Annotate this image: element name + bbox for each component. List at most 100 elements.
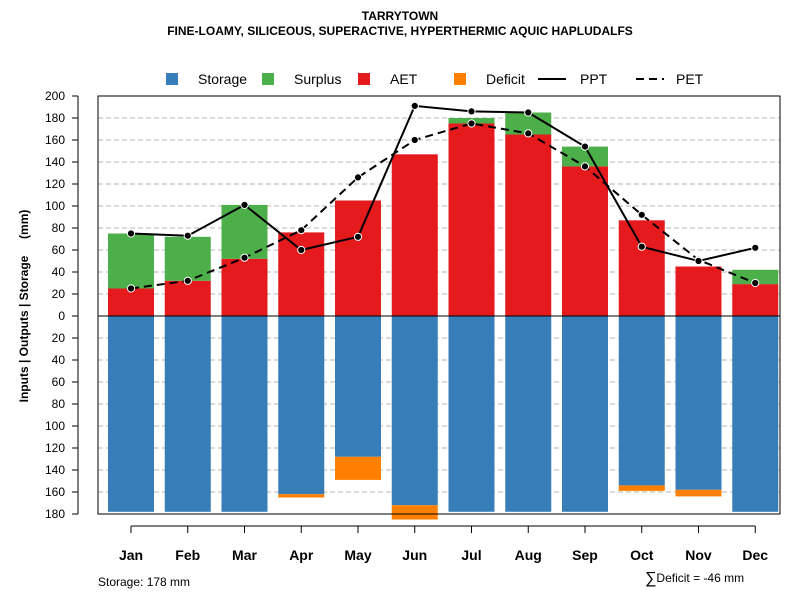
- ppt-point: [524, 108, 533, 117]
- y-axis-label: Inputs | Outputs | Storage (mm): [17, 210, 31, 403]
- pet-point: [637, 210, 646, 219]
- y-tick-label: 180: [45, 111, 65, 125]
- y-tick-label: 100: [45, 199, 65, 213]
- y-tick-label: 80: [52, 221, 66, 235]
- y-tick-label: 20: [52, 331, 66, 345]
- x-tick-label: Aug: [515, 547, 542, 563]
- x-tick-label: Jun: [402, 547, 427, 563]
- deficit-bar: [335, 456, 381, 480]
- legend-label: Deficit: [486, 71, 525, 87]
- aet-bar: [618, 220, 665, 316]
- aet-bar: [164, 280, 211, 316]
- y-tick-label: 60: [52, 375, 66, 389]
- y-tick-label: 0: [58, 309, 65, 323]
- y-tick-label: 180: [45, 507, 65, 521]
- ppt-point: [467, 107, 476, 116]
- y-tick-label: 80: [52, 397, 66, 411]
- aet-bar: [335, 200, 381, 316]
- surplus-bar: [732, 269, 779, 285]
- aet-bar: [505, 134, 552, 316]
- pet-point: [126, 284, 136, 293]
- deficit-bar: [391, 505, 438, 520]
- storage-bar: [164, 316, 211, 512]
- pet-point: [240, 253, 249, 262]
- storage-bar: [108, 316, 154, 512]
- legend-swatch: [262, 73, 274, 85]
- total-deficit-value: Deficit = -46 mm: [656, 571, 745, 585]
- aet-bar: [391, 154, 438, 316]
- surplus-bar: [164, 236, 211, 281]
- y-tick-label: 40: [52, 265, 66, 279]
- surplus-bar: [562, 146, 608, 167]
- ppt-point: [353, 232, 363, 241]
- ppt-point: [126, 229, 136, 238]
- ppt-point: [751, 243, 760, 252]
- aet-bar: [221, 258, 268, 316]
- x-tick-label: Apr: [289, 547, 314, 563]
- aet-bar: [562, 166, 608, 316]
- x-tick-label: Jul: [461, 547, 481, 563]
- legend-swatch: [454, 73, 466, 85]
- ppt-point: [410, 101, 419, 111]
- pet-point: [524, 129, 533, 138]
- legend-label: PPT: [580, 71, 608, 87]
- x-tick-label: Feb: [175, 547, 200, 563]
- x-tick-label: Mar: [232, 547, 257, 563]
- pet-point: [751, 278, 760, 288]
- aet-bar: [732, 284, 779, 316]
- storage-bar: [562, 316, 608, 512]
- aet-bar: [448, 123, 495, 316]
- y-tick-label: 100: [45, 419, 65, 433]
- deficit-bar: [618, 485, 665, 491]
- chart-subtitle: FINE-LOAMY, SILICEOUS, SUPERACTIVE, HYPE…: [167, 24, 633, 38]
- storage-bar: [391, 316, 438, 506]
- pet-point: [410, 135, 419, 145]
- x-tick-label: Sep: [572, 547, 598, 563]
- legend-label: PET: [676, 71, 704, 87]
- storage-capacity-note: Storage: 178 mm: [98, 575, 191, 589]
- ppt-point: [694, 256, 703, 266]
- legend-label: AET: [390, 71, 418, 87]
- legend-label: Surplus: [294, 71, 341, 87]
- storage-frame: [97, 95, 781, 515]
- storage-bar: [732, 316, 779, 512]
- storage-bar: [448, 316, 495, 512]
- chart-title: TARRYTOWN: [361, 9, 439, 23]
- storage-bar: [505, 316, 552, 512]
- legend-swatch: [358, 73, 370, 85]
- y-tick-label: 60: [52, 243, 66, 257]
- ppt-point: [580, 142, 590, 151]
- aet-bar: [108, 288, 154, 316]
- y-tick-label: 160: [45, 133, 65, 147]
- storage-bar: [335, 316, 381, 457]
- aet-bar: [675, 266, 722, 316]
- y-tick-label: 120: [45, 441, 65, 455]
- x-tick-label: Oct: [630, 547, 654, 563]
- storage-bar: [618, 316, 665, 486]
- y-tick-label: 140: [45, 155, 65, 169]
- x-tick-label: Jan: [119, 547, 143, 563]
- pet-line: [130, 122, 756, 290]
- surplus-bar: [505, 112, 552, 135]
- aet-bar: [278, 232, 325, 316]
- y-tick-label: 200: [45, 89, 65, 103]
- x-tick-label: Nov: [685, 547, 712, 563]
- sigma-symbol: ∑: [645, 570, 657, 587]
- ppt-point: [240, 200, 249, 209]
- total-deficit-note: ∑Deficit = -46 mm: [645, 570, 744, 588]
- ppt-point: [637, 242, 646, 251]
- pet-point: [580, 162, 590, 171]
- deficit-bar: [278, 494, 325, 498]
- x-tick-label: May: [344, 547, 371, 563]
- pet-point: [467, 119, 476, 128]
- storage-bar: [675, 316, 722, 490]
- storage-bar: [221, 316, 268, 512]
- y-tick-label: 40: [52, 353, 66, 367]
- ppt-point: [183, 231, 192, 240]
- x-tick-label: Dec: [742, 547, 768, 563]
- ppt-line: [130, 104, 756, 263]
- deficit-bar: [675, 489, 722, 497]
- y-tick-label: 140: [45, 463, 65, 477]
- legend-label: Storage: [198, 71, 247, 87]
